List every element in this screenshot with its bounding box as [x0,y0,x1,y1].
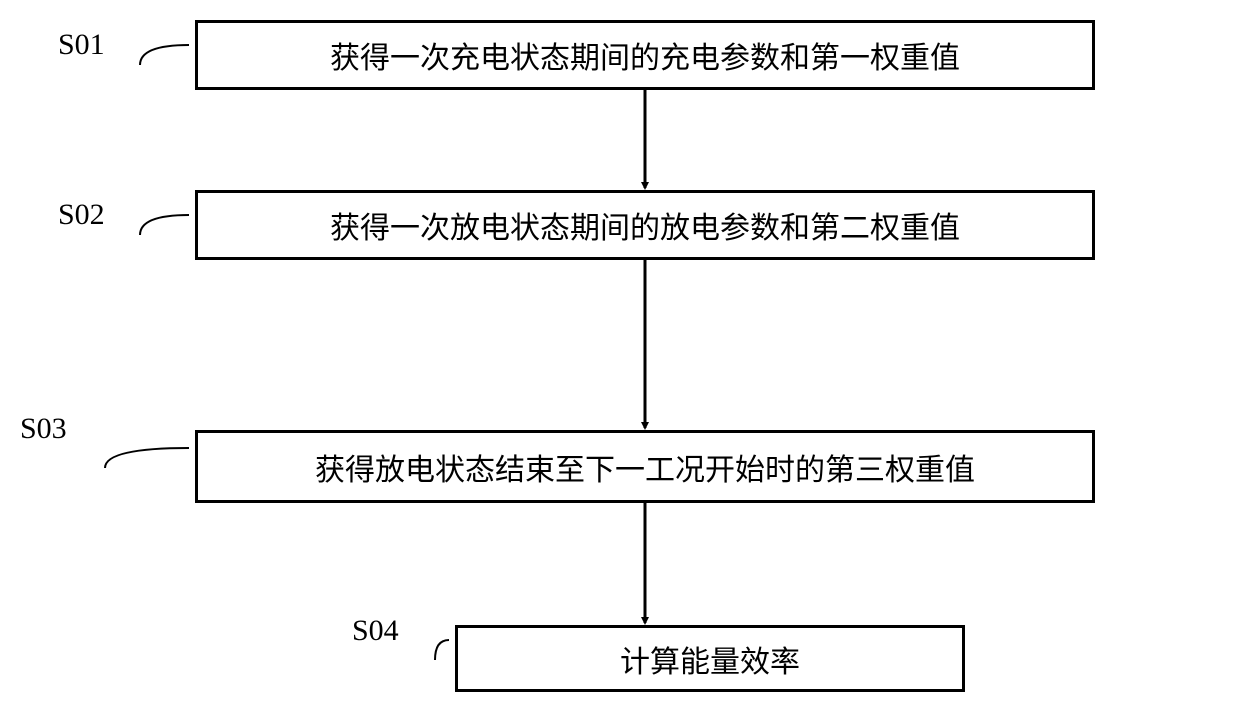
flow-node-s04-text: 计算能量效率 [620,637,800,681]
step-label-s04: S04 [352,614,399,648]
step-label-s03: S03 [20,412,67,446]
step-label-s02: S02 [58,198,105,232]
flowchart-canvas: 获得一次充电状态期间的充电参数和第一权重值 获得一次放电状态期间的放电参数和第二… [0,0,1240,721]
flowchart-arrows [0,0,1240,721]
flow-node-s01-text: 获得一次充电状态期间的充电参数和第一权重值 [330,33,960,77]
flow-node-s03: 获得放电状态结束至下一工况开始时的第三权重值 [195,430,1095,503]
flow-node-s02: 获得一次放电状态期间的放电参数和第二权重值 [195,190,1095,260]
flow-node-s01: 获得一次充电状态期间的充电参数和第一权重值 [195,20,1095,90]
step-label-s01: S01 [58,28,105,62]
flow-node-s03-text: 获得放电状态结束至下一工况开始时的第三权重值 [315,445,975,489]
flow-node-s02-text: 获得一次放电状态期间的放电参数和第二权重值 [330,203,960,247]
flow-node-s04: 计算能量效率 [455,625,965,692]
